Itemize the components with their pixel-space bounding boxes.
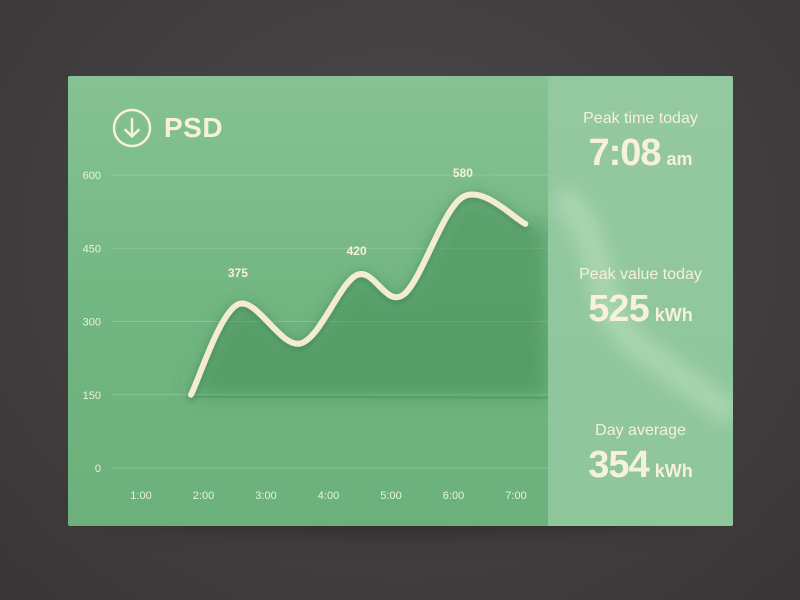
data-label: 580 — [453, 166, 473, 180]
stat-label: Peak time today — [583, 110, 698, 127]
area-fill — [191, 194, 548, 397]
stat-peak-time: Peak time today 7:08 am — [548, 110, 733, 175]
baseline — [190, 395, 548, 399]
stat-value: 354 kWh — [548, 444, 733, 487]
stat-number: 525 — [588, 288, 649, 330]
x-tick-label: 1:00 — [130, 490, 151, 502]
y-tick-label: 450 — [83, 243, 101, 255]
x-axis-ticks: 1:00 2:00 3:00 4:00 5:00 6:00 7:00 — [130, 490, 526, 502]
x-tick-label: 4:00 — [318, 490, 339, 502]
y-tick-label: 0 — [95, 463, 101, 475]
stat-number: 354 — [588, 444, 649, 486]
series-line-layer — [188, 191, 529, 398]
line-chart: 600 450 300 150 0 1:00 2:00 3:00 4:00 5:00 6:00 7:… — [83, 166, 548, 502]
x-tick-label: 3:00 — [255, 490, 276, 502]
y-tick-label: 150 — [83, 390, 101, 402]
stat-label: Peak value today — [579, 266, 702, 283]
data-label: 375 — [228, 266, 248, 280]
stat-value: 525 kWh — [548, 288, 733, 331]
y-tick-label: 300 — [83, 317, 101, 329]
stat-unit: kWh — [654, 305, 693, 325]
stat-number: 7:08 — [588, 132, 661, 174]
x-tick-label: 5:00 — [380, 490, 401, 502]
y-axis-ticks: 600 450 300 150 0 — [83, 170, 101, 475]
stat-label: Day average — [595, 422, 686, 439]
x-tick-label: 2:00 — [193, 490, 214, 502]
brand: PSD — [112, 108, 223, 148]
stat-peak-value: Peak value today 525 kWh — [548, 266, 733, 331]
x-tick-label: 6:00 — [443, 490, 464, 502]
x-tick-label: 7:00 — [505, 490, 526, 502]
data-labels: 375 420 580 — [228, 166, 473, 280]
panel-glow — [550, 184, 733, 427]
y-tick-label: 600 — [83, 170, 101, 182]
stat-unit: kWh — [654, 461, 693, 481]
download-icon[interactable] — [112, 108, 152, 148]
stat-day-average: Day average 354 kWh — [548, 422, 733, 487]
energy-card: 600 450 300 150 0 1:00 2:00 3:00 4:00 5:00 6:00 7:… — [68, 76, 733, 526]
series-line — [188, 191, 529, 398]
area-shading — [190, 194, 548, 399]
stat-unit: am — [666, 149, 693, 169]
stat-value: 7:08 am — [548, 132, 733, 175]
stats-panel: Peak time today 7:08 am Peak value today … — [548, 76, 733, 526]
data-label: 420 — [347, 244, 367, 258]
brand-name: PSD — [164, 112, 224, 143]
chart-area: 600 450 300 150 0 1:00 2:00 3:00 4:00 5:00 6:00 7:… — [68, 76, 548, 526]
